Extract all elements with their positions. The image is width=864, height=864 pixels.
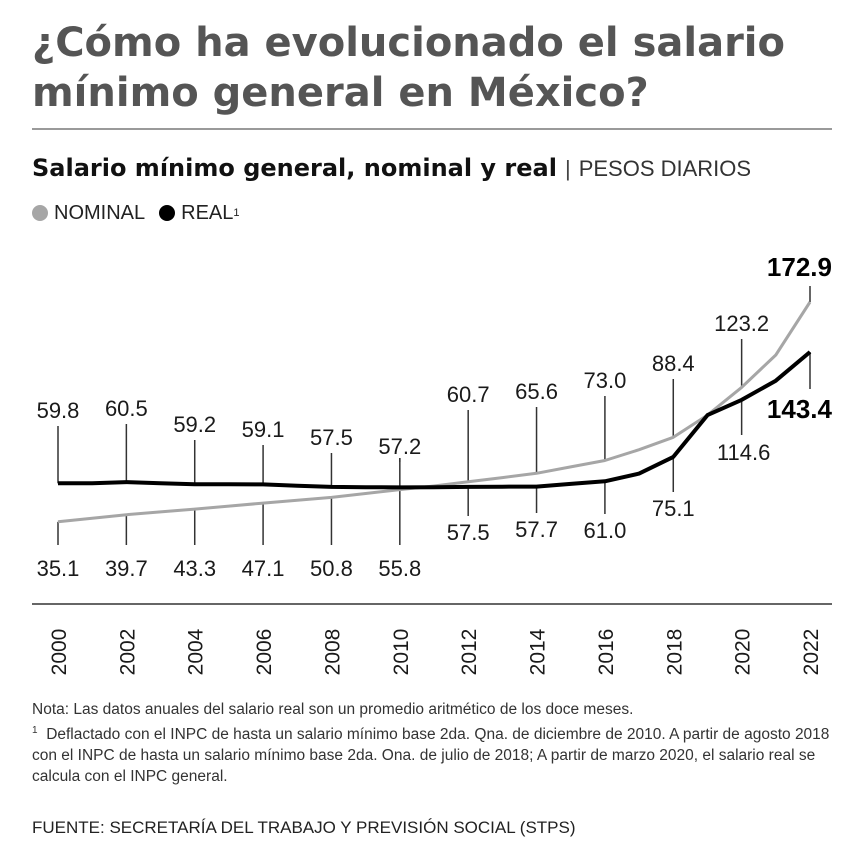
nominal-value-label: 88.4 — [652, 351, 695, 376]
real-value-label: 57.2 — [378, 434, 421, 459]
chart-notes: Nota: Las datos anuales del salario real… — [32, 699, 832, 787]
real-value-label: 114.6 — [717, 440, 770, 465]
real-value-label: 59.2 — [173, 412, 216, 437]
real-value-label: 59.1 — [242, 417, 285, 442]
legend-real-label: REAL — [181, 202, 234, 224]
chart-subtitle: Salario mínimo general, nominal y real | P… — [32, 150, 751, 186]
x-tick-label: 2002 — [116, 629, 139, 676]
real-series-line — [58, 350, 812, 490]
subtitle-unit: PESOS DIARIOS — [578, 156, 752, 181]
real-value-label: 61.0 — [583, 518, 626, 543]
source-line: FUENTE: SECRETARÍA DEL TRABAJO Y PREVISI… — [32, 818, 576, 837]
real-dot-icon — [159, 205, 176, 221]
nominal-value-label: 123.2 — [714, 311, 769, 336]
subtitle-separator: | — [564, 156, 571, 181]
nominal-value-label: 39.7 — [105, 556, 148, 581]
x-tick-label: 2020 — [732, 629, 755, 676]
note-line: Nota: Las datos anuales del salario real… — [32, 701, 634, 718]
x-tick-label: 2014 — [527, 628, 550, 675]
real-value-label: 143.4 — [767, 394, 833, 424]
nominal-value-label: 60.7 — [447, 382, 490, 407]
legend-real-footnote-mark: 1 — [233, 207, 240, 219]
legend-item-real: REAL 1 — [159, 200, 240, 226]
nominal-value-label: 43.3 — [173, 556, 216, 581]
subtitle-main: Salario mínimo general, nominal y real — [32, 154, 557, 182]
x-tick-label: 2008 — [321, 629, 344, 676]
x-tick-label: 2000 — [48, 629, 71, 676]
real-value-label: 57.7 — [515, 517, 558, 542]
x-tick-label: 2022 — [800, 629, 823, 676]
footnote-text: Deflactado con el INPC de hasta un salar… — [32, 726, 830, 786]
nominal-dot-icon — [32, 205, 48, 221]
chart-title: ¿Cómo ha evolucionado el salario mínimo … — [32, 20, 785, 116]
nominal-value-label: 50.8 — [310, 556, 353, 581]
real-value-label: 75.1 — [652, 496, 695, 521]
nominal-value-label: 172.9 — [767, 252, 832, 282]
title-divider — [32, 128, 832, 130]
legend-nominal-label: NOMINAL — [54, 202, 146, 224]
real-value-label: 57.5 — [447, 520, 490, 545]
nominal-value-label: 55.8 — [378, 556, 421, 581]
nominal-value-label: 47.1 — [242, 556, 285, 581]
real-value-label: 59.8 — [37, 398, 80, 423]
real-value-label: 60.5 — [105, 396, 148, 421]
footnote: 1 Deflactado con el INPC de hasta un sal… — [32, 720, 832, 787]
x-tick-label: 2012 — [458, 629, 481, 676]
nominal-value-label: 35.1 — [37, 556, 80, 581]
legend: NOMINAL REAL 1 — [32, 200, 254, 226]
x-tick-label: 2010 — [390, 629, 413, 676]
nominal-value-label: 73.0 — [583, 368, 626, 393]
x-tick-label: 2018 — [663, 629, 686, 676]
real-value-label: 57.5 — [310, 425, 353, 450]
x-tick-label: 2016 — [595, 629, 618, 676]
x-tick-label: 2006 — [253, 629, 276, 676]
x-tick-label: 2004 — [185, 628, 208, 675]
legend-item-nominal: NOMINAL — [32, 200, 145, 226]
nominal-value-label: 65.6 — [515, 379, 558, 404]
footnote-mark: 1 — [32, 725, 38, 736]
